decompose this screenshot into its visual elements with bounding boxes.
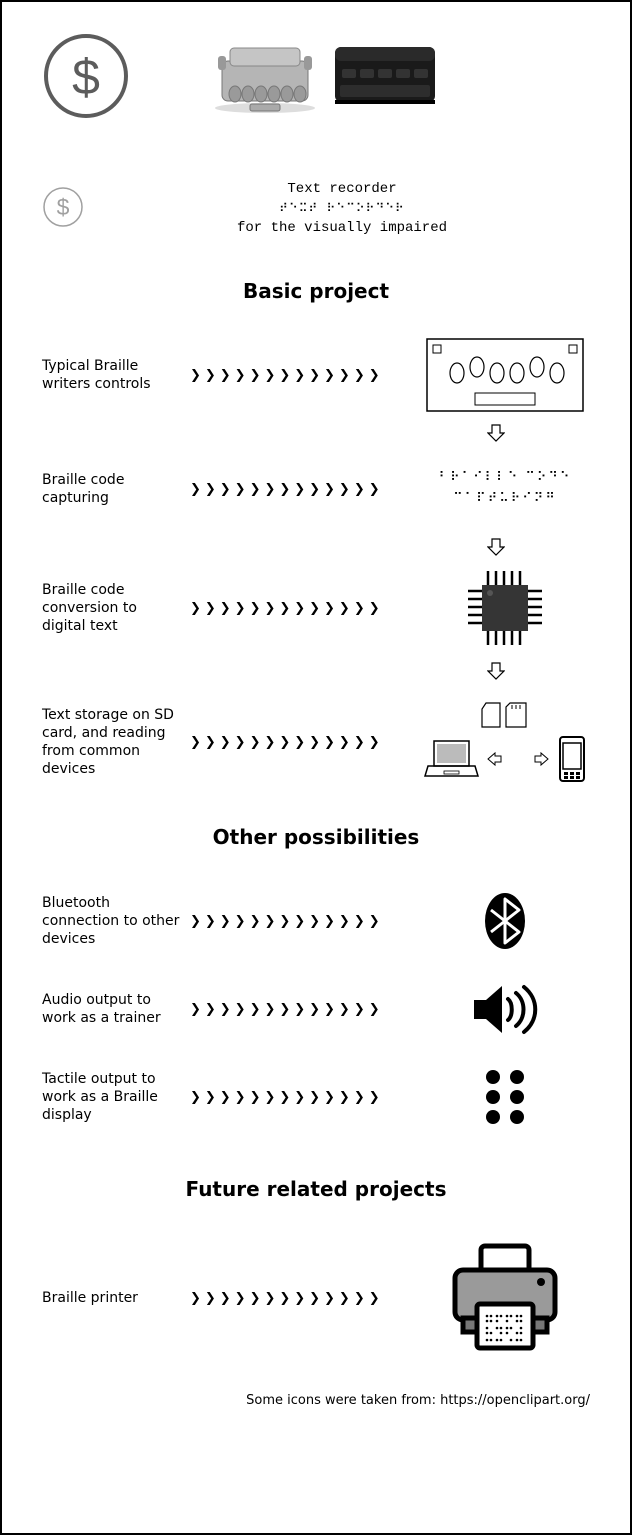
braille-sample-2: ⠉⠁⠏⠞⠥⠗⠊⠝⠛: [453, 489, 557, 510]
title-line2: for the visually impaired: [154, 218, 530, 239]
label-printer: Braille printer: [42, 1289, 182, 1307]
dollar-large-icon: $: [42, 32, 130, 124]
label-conversion: Braille code conversion to digital text: [42, 581, 182, 636]
chevrons: ❯❯❯❯❯❯❯❯❯❯❯❯❯: [182, 1002, 420, 1017]
title-braille: ⠞⠑⠭⠞ ⠗⠑⠉⠕⠗⠙⠑⠗: [154, 200, 530, 218]
brailler-device-icon: [210, 36, 320, 120]
chevrons: ❯❯❯❯❯❯❯❯❯❯❯❯❯: [182, 482, 420, 497]
braille-devices-row: [210, 36, 440, 120]
braille-sample-1: ⠃⠗⠁⠊⠇⠇⠑ ⠉⠕⠙⠑: [439, 468, 572, 489]
laptop-icon: [424, 737, 479, 782]
left-arrow-icon: [487, 751, 503, 767]
chevrons: ❯❯❯❯❯❯❯❯❯❯❯❯❯: [182, 601, 420, 616]
label-capturing: Braille code capturing: [42, 471, 182, 507]
chevrons: ❯❯❯❯❯❯❯❯❯❯❯❯❯: [182, 1291, 420, 1306]
section-future-title: Future related projects: [42, 1177, 590, 1201]
row-audio: Audio output to work as a trainer ❯❯❯❯❯❯…: [42, 969, 590, 1049]
title-line1: Text recorder: [154, 179, 530, 200]
bluetooth-icon: [420, 891, 590, 951]
chevrons: ❯❯❯❯❯❯❯❯❯❯❯❯❯: [182, 368, 420, 383]
label-bluetooth: Bluetooth connection to other devices: [42, 894, 182, 949]
braille-notetaker-icon: [330, 39, 440, 118]
section-other-title: Other possibilities: [42, 825, 590, 849]
braille-dots-icon: [420, 1065, 590, 1129]
label-audio: Audio output to work as a trainer: [42, 991, 182, 1027]
sd-cards-icon: [480, 701, 530, 731]
braille-keyboard-icon: [420, 337, 590, 413]
row-storage: Text storage on SD card, and reading fro…: [42, 687, 590, 797]
right-arrow-icon: [533, 751, 549, 767]
row-printer: Braille printer ❯❯❯❯❯❯❯❯❯❯❯❯❯: [42, 1233, 590, 1363]
chip-icon: [420, 563, 590, 653]
chevrons: ❯❯❯❯❯❯❯❯❯❯❯❯❯: [182, 735, 420, 750]
header-row: $: [42, 32, 590, 124]
down-arrow: [42, 537, 590, 557]
chevrons: ❯❯❯❯❯❯❯❯❯❯❯❯❯: [182, 1090, 420, 1105]
row-bluetooth: Bluetooth connection to other devices ❯❯…: [42, 881, 590, 961]
chevrons: ❯❯❯❯❯❯❯❯❯❯❯❯❯: [182, 914, 420, 929]
row-tactile: Tactile output to work as a Braille disp…: [42, 1057, 590, 1137]
down-arrow: [42, 423, 590, 443]
footer-note: Some icons were taken from: https://open…: [42, 1393, 590, 1408]
label-controls: Typical Braille writers controls: [42, 357, 182, 393]
section-basic-title: Basic project: [42, 279, 590, 303]
svg-text:$: $: [57, 194, 70, 220]
phone-icon: [557, 735, 587, 783]
down-arrow: [42, 661, 590, 681]
label-tactile: Tactile output to work as a Braille disp…: [42, 1070, 182, 1125]
infographic-page: $: [0, 0, 632, 1535]
title-block: Text recorder ⠞⠑⠭⠞ ⠗⠑⠉⠕⠗⠙⠑⠗ for the visu…: [154, 179, 590, 239]
title-row: $ Text recorder ⠞⠑⠭⠞ ⠗⠑⠉⠕⠗⠙⠑⠗ for the vi…: [42, 179, 590, 239]
row-capturing: Braille code capturing ❯❯❯❯❯❯❯❯❯❯❯❯❯ ⠃⠗⠁…: [42, 449, 590, 529]
storage-devices-icon: [420, 701, 590, 783]
dollar-small-icon: $: [42, 186, 84, 232]
row-conversion: Braille code conversion to digital text …: [42, 563, 590, 653]
svg-text:$: $: [72, 49, 100, 105]
braille-text-icon: ⠃⠗⠁⠊⠇⠇⠑ ⠉⠕⠙⠑ ⠉⠁⠏⠞⠥⠗⠊⠝⠛: [420, 468, 590, 510]
label-storage: Text storage on SD card, and reading fro…: [42, 706, 182, 779]
row-controls: Typical Braille writers controls ❯❯❯❯❯❯❯…: [42, 335, 590, 415]
speaker-icon: [420, 982, 590, 1037]
printer-icon: [420, 1238, 590, 1358]
